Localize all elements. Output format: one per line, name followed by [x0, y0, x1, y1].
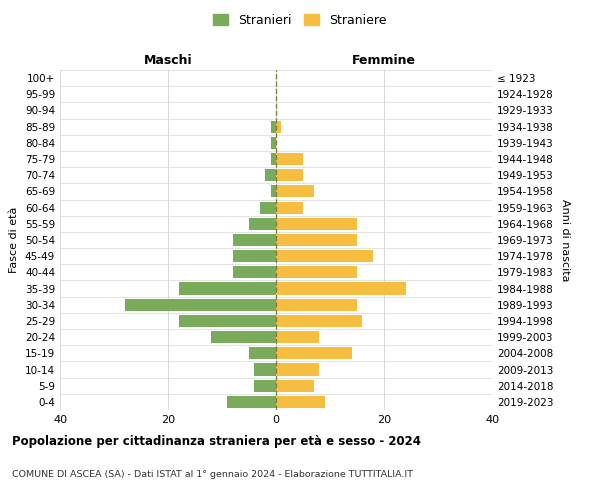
Bar [254, 380, 276, 392]
Bar [179, 315, 276, 327]
Bar [179, 282, 276, 294]
Bar [233, 250, 276, 262]
Text: Femmine: Femmine [352, 54, 416, 67]
Bar [276, 202, 303, 213]
Bar [271, 120, 276, 132]
Bar [227, 396, 276, 408]
Bar [276, 298, 357, 311]
Y-axis label: Anni di nascita: Anni di nascita [560, 198, 570, 281]
Bar [276, 250, 373, 262]
Bar [276, 266, 357, 278]
Bar [276, 282, 406, 294]
Bar [233, 266, 276, 278]
Bar [254, 364, 276, 376]
Bar [260, 202, 276, 213]
Text: Popolazione per cittadinanza straniera per età e sesso - 2024: Popolazione per cittadinanza straniera p… [12, 435, 421, 448]
Legend: Stranieri, Straniere: Stranieri, Straniere [208, 8, 392, 32]
Bar [276, 315, 362, 327]
Bar [249, 218, 276, 230]
Bar [265, 169, 276, 181]
Bar [271, 137, 276, 149]
Bar [276, 331, 319, 343]
Bar [276, 153, 303, 165]
Bar [125, 298, 276, 311]
Text: COMUNE DI ASCEA (SA) - Dati ISTAT al 1° gennaio 2024 - Elaborazione TUTTITALIA.I: COMUNE DI ASCEA (SA) - Dati ISTAT al 1° … [12, 470, 413, 479]
Bar [276, 396, 325, 408]
Bar [271, 186, 276, 198]
Bar [276, 380, 314, 392]
Bar [211, 331, 276, 343]
Bar [276, 234, 357, 246]
Y-axis label: Fasce di età: Fasce di età [10, 207, 19, 273]
Text: Maschi: Maschi [143, 54, 193, 67]
Bar [276, 169, 303, 181]
Bar [276, 120, 281, 132]
Bar [233, 234, 276, 246]
Bar [276, 364, 319, 376]
Bar [276, 186, 314, 198]
Bar [271, 153, 276, 165]
Bar [249, 348, 276, 360]
Bar [276, 218, 357, 230]
Bar [276, 348, 352, 360]
